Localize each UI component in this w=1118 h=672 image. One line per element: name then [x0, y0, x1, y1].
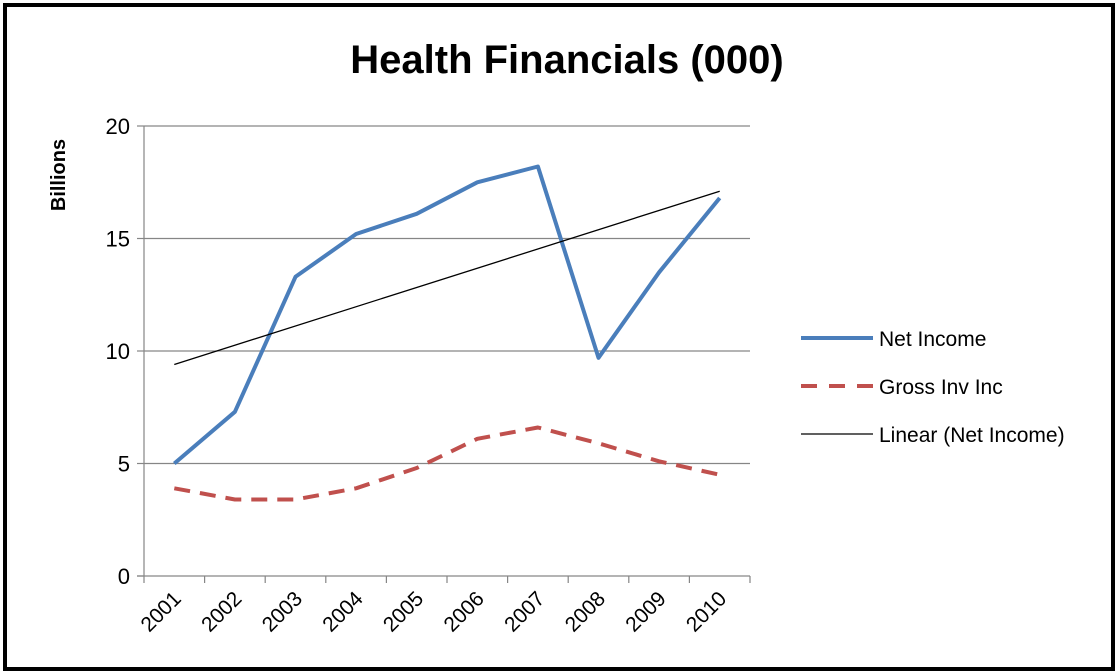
legend-label: Gross Inv Inc	[879, 376, 1003, 399]
y-tick-label: 10	[106, 339, 130, 364]
series-group	[173, 164, 722, 502]
y-tick-label: 15	[106, 227, 130, 252]
y-tick-label: 5	[118, 452, 130, 477]
series-line-3	[174, 190, 720, 366]
x-tick-label: 2006	[440, 587, 489, 636]
x-tick-label: 2008	[561, 587, 610, 636]
x-tick-label: 2001	[137, 587, 186, 636]
legend: Net Income Gross Inv Inc Linear (Net Incom…	[801, 328, 1065, 447]
x-axis: 2001 2002 2003 2004 2005 2006 2007 2008 2009 2010	[137, 126, 751, 637]
x-tick-label: 2010	[682, 587, 731, 636]
x-tick-label: 2005	[379, 587, 428, 636]
series-line-1	[173, 164, 722, 466]
y-axis-label: Billions	[48, 139, 70, 211]
y-tick-label: 0	[118, 564, 130, 589]
series-line-2	[173, 425, 721, 502]
x-tick-label: 2007	[500, 587, 549, 636]
chart-frame: Health Financials (000) Billions 0 5 10 15 2…	[3, 3, 1115, 671]
x-tick-label: 2003	[258, 587, 307, 636]
x-tick-label: 2004	[318, 587, 368, 637]
y-tick-label: 20	[106, 114, 130, 139]
x-tick-label: 2002	[197, 587, 246, 636]
chart-title: Health Financials (000)	[350, 38, 783, 82]
x-tick-label: 2009	[621, 587, 670, 636]
line-chart: Health Financials (000) Billions 0 5 10 15 2…	[48, 38, 1065, 637]
legend-label: Linear (Net Income)	[879, 424, 1065, 447]
gridlines	[144, 125, 750, 465]
y-axis-ticks: 0 5 10 15 20	[106, 114, 144, 589]
legend-label: Net Income	[879, 328, 986, 351]
